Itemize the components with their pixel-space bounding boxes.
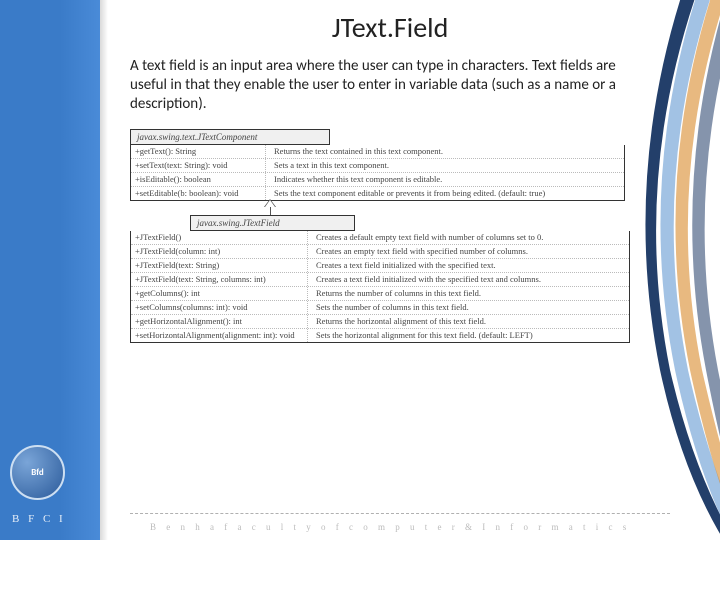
slide-content: JText.Field A text field is an input are… [130,10,650,343]
uml-method-signature: +JTextField(text: String, columns: int) [131,273,308,286]
uml-method-signature: +JTextField() [131,231,308,244]
uml-diagram: javax.swing.text.JTextComponent +getText… [130,129,650,343]
uml-parent-header: javax.swing.text.JTextComponent [130,129,330,145]
uml-method-signature: +isEditable(): boolean [131,173,266,186]
uml-method-signature: +JTextField(text: String) [131,259,308,272]
uml-method-row: +getText(): StringReturns the text conta… [131,145,624,159]
uml-method-description: Returns the horizontal alignment of this… [308,315,629,328]
uml-method-description: Sets a text in this text component. [266,159,624,172]
uml-method-row: +JTextField(text: String)Creates a text … [131,259,629,273]
uml-method-description: Indicates whether this text component is… [266,173,624,186]
uml-child-class: javax.swing.JTextField +JTextField()Crea… [130,215,630,343]
uml-method-row: +setText(text: String): voidSets a text … [131,159,624,173]
uml-parent-class: javax.swing.text.JTextComponent +getText… [130,129,625,201]
uml-method-description: Creates an empty text field with specifi… [308,245,629,258]
uml-method-row: +setEditable(b: boolean): voidSets the t… [131,187,624,200]
uml-method-signature: +setHorizontalAlignment(alignment: int):… [131,329,308,342]
uml-method-row: +setColumns(columns: int): voidSets the … [131,301,629,315]
uml-method-row: +JTextField(text: String, columns: int)C… [131,273,629,287]
uml-method-signature: +getColumns(): int [131,287,308,300]
page-title: JText.Field [130,10,650,45]
uml-method-row: +JTextField()Creates a default empty tex… [131,231,629,245]
uml-method-signature: +JTextField(column: int) [131,245,308,258]
uml-method-row: +setHorizontalAlignment(alignment: int):… [131,329,629,342]
footer-divider [130,513,670,516]
logo-badge: Bfd [10,445,65,500]
uml-method-signature: +setColumns(columns: int): void [131,301,308,314]
uml-method-signature: +getHorizontalAlignment(): int [131,315,308,328]
inheritance-arrow [270,201,271,215]
left-sidebar: Bfd B F C I [0,0,100,540]
uml-method-row: +getHorizontalAlignment(): intReturns th… [131,315,629,329]
uml-method-description: Creates a default empty text field with … [308,231,629,244]
footer-text: B e n h a f a c u l t y o f c o m p u t … [150,522,630,532]
uml-method-description: Creates a text field initialized with th… [308,259,629,272]
uml-method-description: Returns the text contained in this text … [266,145,624,158]
uml-method-description: Returns the number of columns in this te… [308,287,629,300]
uml-method-description: Sets the horizontal alignment for this t… [308,329,629,342]
uml-method-row: +isEditable(): booleanIndicates whether … [131,173,624,187]
uml-method-signature: +setText(text: String): void [131,159,266,172]
uml-method-row: +getColumns(): intReturns the number of … [131,287,629,301]
uml-child-header: javax.swing.JTextField [190,215,355,231]
uml-method-description: Sets the number of columns in this text … [308,301,629,314]
bfci-label: B F C I [12,513,66,525]
intro-paragraph: A text field is an input area where the … [130,57,650,115]
uml-method-signature: +setEditable(b: boolean): void [131,187,266,200]
uml-method-description: Sets the text component editable or prev… [266,187,624,200]
uml-method-description: Creates a text field initialized with th… [308,273,629,286]
uml-method-signature: +getText(): String [131,145,266,158]
uml-method-row: +JTextField(column: int)Creates an empty… [131,245,629,259]
